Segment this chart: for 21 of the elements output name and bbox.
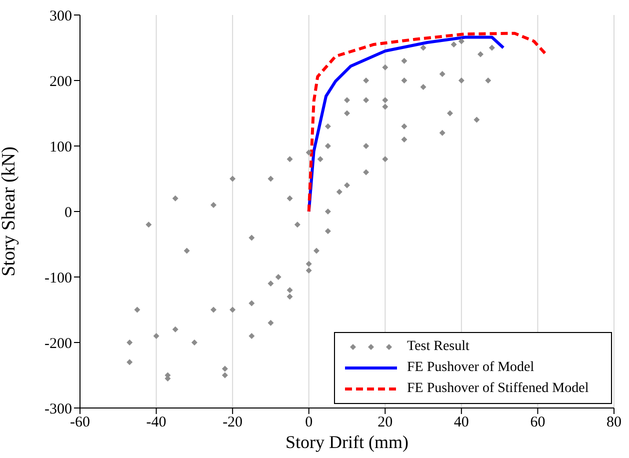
y-tick-label: -300 [44, 401, 72, 418]
x-tick-label: 20 [378, 414, 393, 431]
y-tick-label: -100 [44, 270, 72, 286]
y-tick-label: 300 [50, 8, 72, 24]
y-axis-title: Story Shear (kN) [0, 146, 20, 276]
x-tick-label: 60 [530, 414, 546, 431]
y-tick-label: -200 [44, 336, 72, 352]
y-tick-label: 100 [50, 139, 72, 156]
x-tick-label: -40 [146, 414, 166, 431]
line-series [307, 32, 547, 213]
x-tick-label: -20 [222, 414, 243, 431]
legend-label: FE Pushover of Model [407, 359, 534, 377]
x-tick-label: 40 [454, 414, 469, 431]
x-axis-title: Story Drift (mm) [286, 432, 408, 452]
x-tick-label: 0 [305, 414, 313, 431]
y-tick-label: 0 [64, 204, 72, 221]
legend-label: Test Result [407, 338, 470, 356]
legend-label: FE Pushover of Stiffened Model [407, 380, 589, 398]
x-tick-label: 80 [606, 414, 622, 431]
y-tick-label: 200 [50, 74, 72, 90]
x-tick-label: -60 [70, 414, 90, 431]
